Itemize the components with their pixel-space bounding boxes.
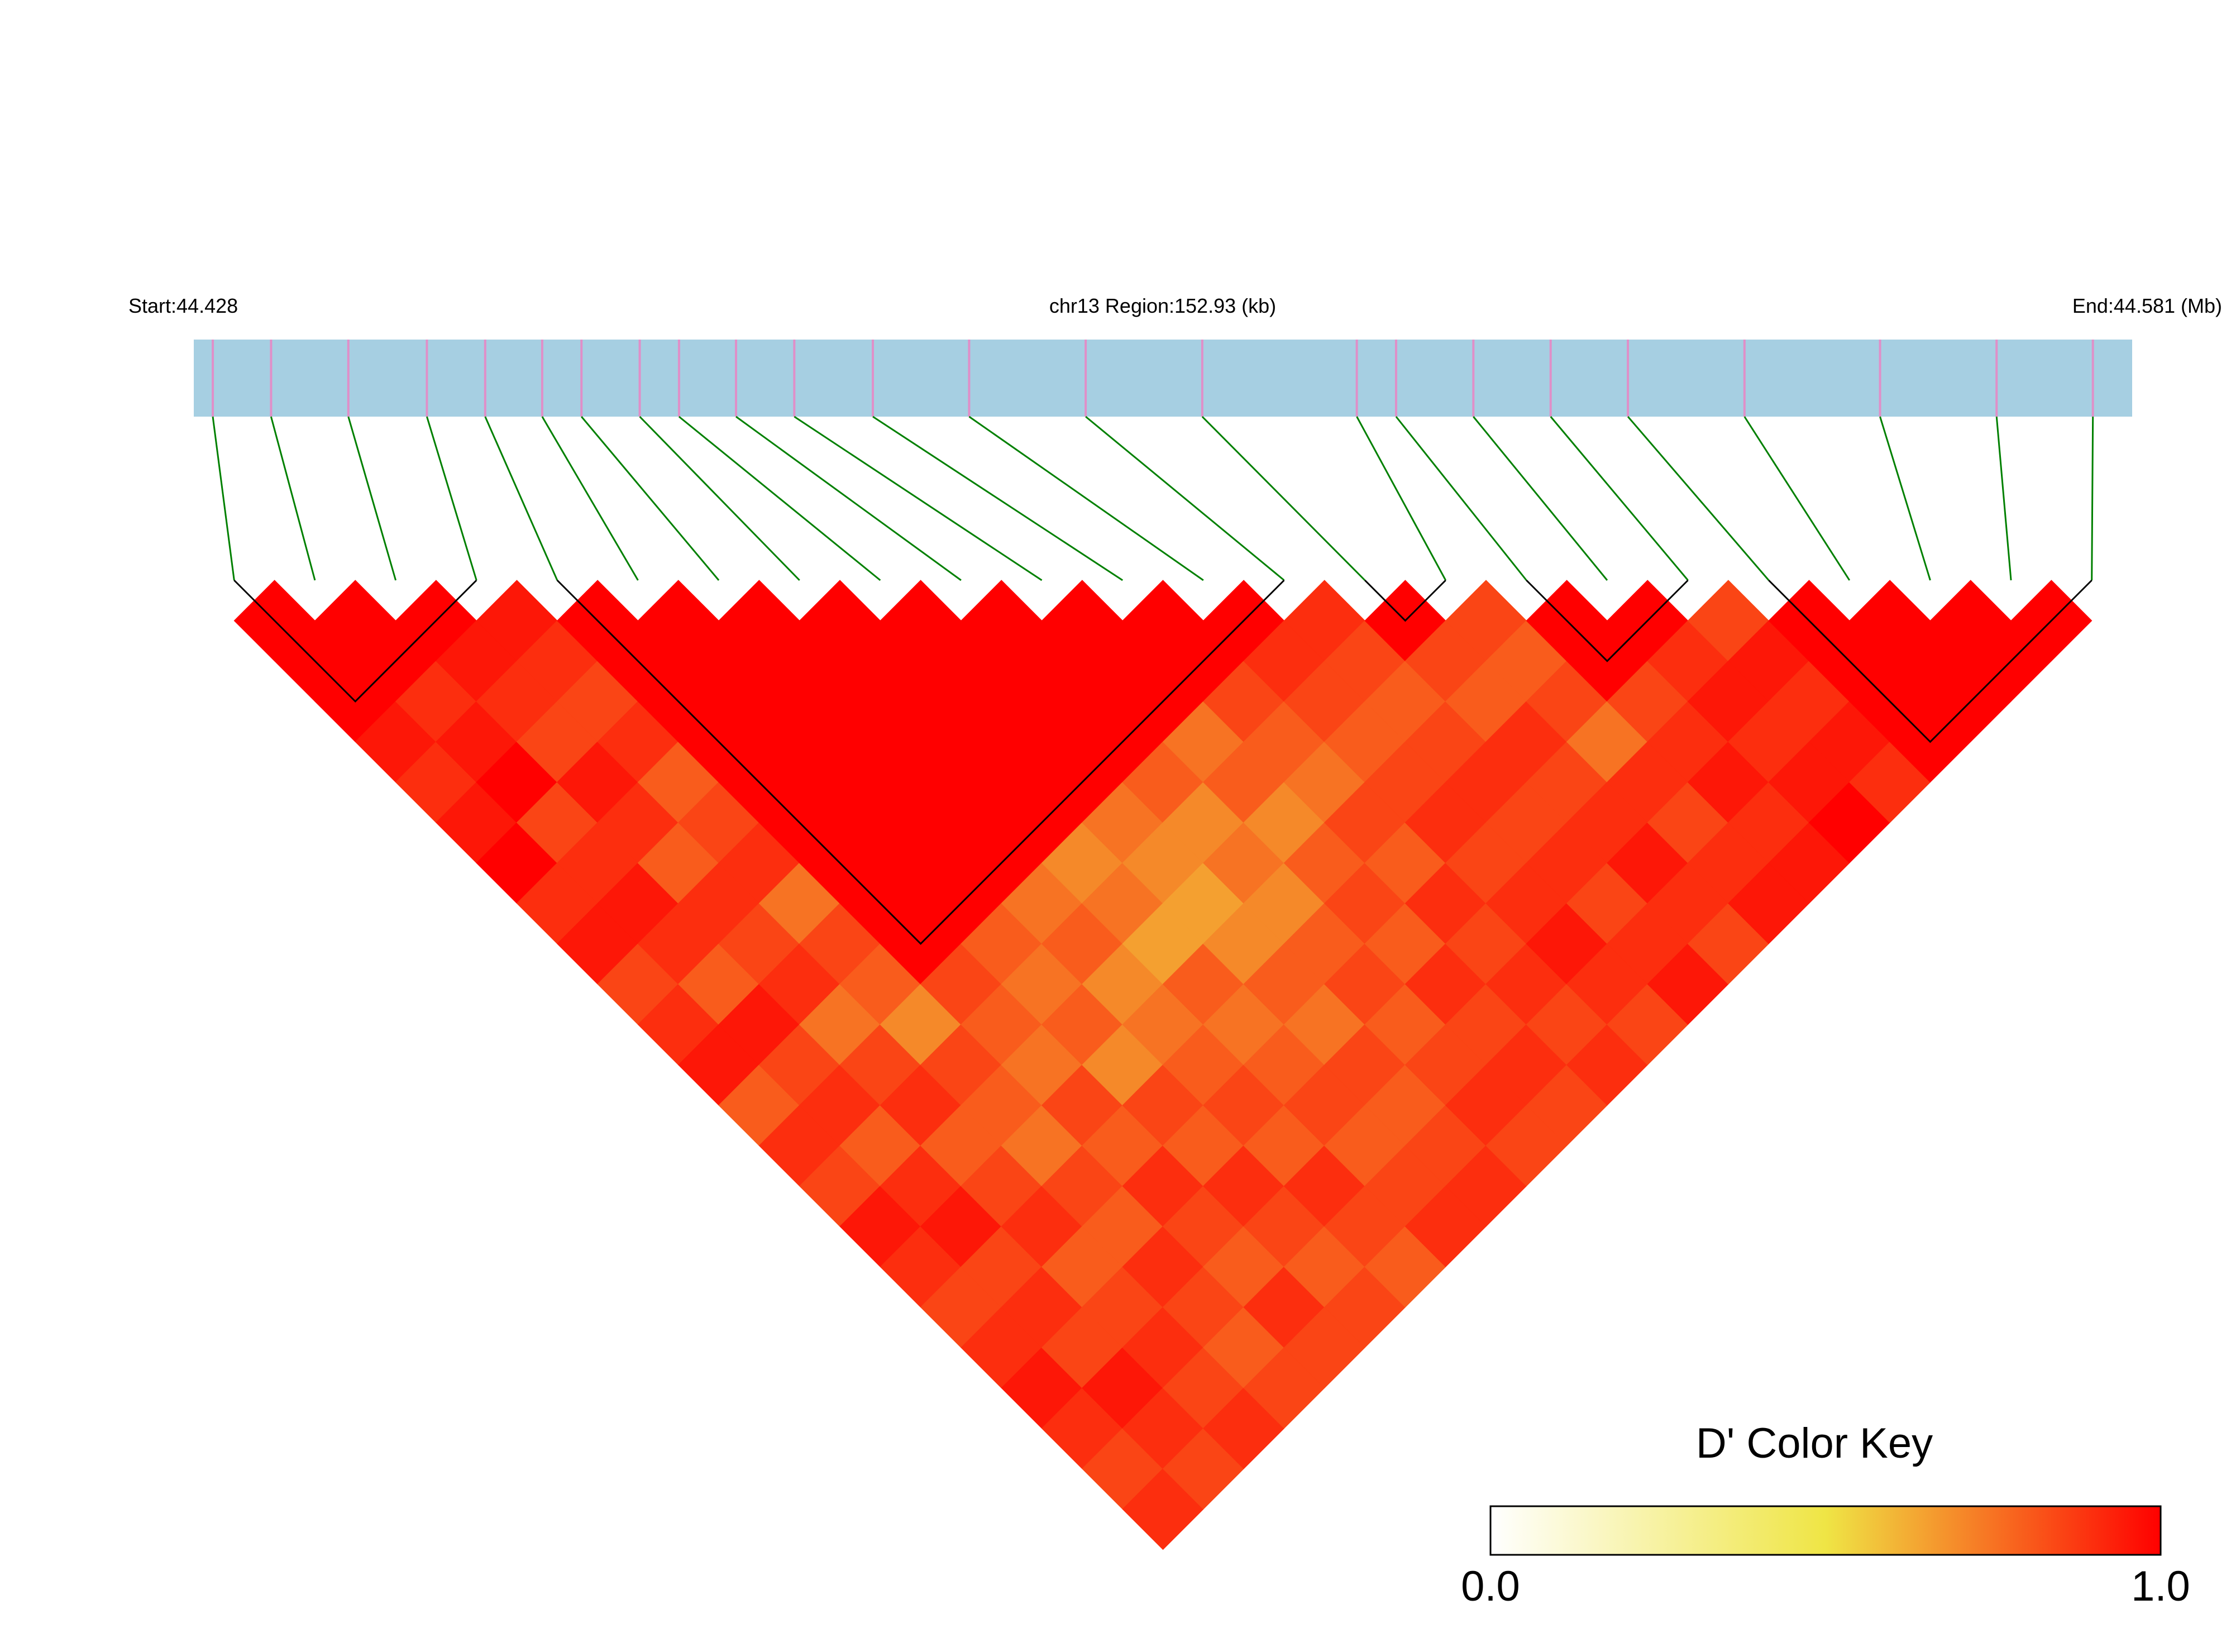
snp-link bbox=[1201, 416, 1366, 581]
color-key bbox=[1489, 1505, 2162, 1556]
key-title: D' Color Key bbox=[1696, 1420, 1933, 1467]
snp-link bbox=[1550, 416, 1689, 581]
snp-link bbox=[1356, 416, 1447, 581]
snp-link bbox=[968, 416, 1204, 581]
snp-link bbox=[1743, 416, 1851, 581]
snp-link bbox=[581, 416, 720, 581]
snp-link bbox=[1473, 416, 1608, 581]
snp-link bbox=[735, 416, 962, 581]
ld-block bbox=[233, 579, 477, 703]
snp-link bbox=[212, 416, 235, 581]
ld-block bbox=[1768, 579, 2093, 743]
snp-link bbox=[639, 416, 800, 581]
snp-link bbox=[1627, 416, 1770, 581]
key-tick-label: 0.0 bbox=[1461, 1563, 1520, 1610]
key-tick-label: 1.0 bbox=[2131, 1563, 2190, 1610]
snp-link bbox=[2091, 416, 2094, 581]
region-label: chr13 Region:152.93 (kb) bbox=[1049, 294, 1276, 317]
ld-block bbox=[1526, 579, 1689, 662]
snp-link bbox=[1395, 416, 1527, 581]
snp-link bbox=[541, 416, 639, 581]
snp-link bbox=[872, 416, 1124, 581]
snp-link bbox=[347, 416, 397, 581]
start-label: Start:44.428 bbox=[128, 294, 238, 317]
snp-link bbox=[678, 416, 881, 581]
ld-block bbox=[556, 579, 1285, 945]
snp-link bbox=[794, 416, 1043, 581]
snp-link bbox=[426, 416, 477, 581]
snp-link bbox=[484, 416, 558, 581]
snp-link bbox=[1085, 416, 1285, 581]
ld-block bbox=[1364, 579, 1446, 622]
snp-link bbox=[270, 416, 316, 581]
end-label: End:44.581 (Mb) bbox=[2072, 294, 2222, 317]
snp-link bbox=[1879, 416, 1931, 581]
snp-track bbox=[194, 340, 2132, 417]
snp-link bbox=[1995, 416, 2012, 581]
